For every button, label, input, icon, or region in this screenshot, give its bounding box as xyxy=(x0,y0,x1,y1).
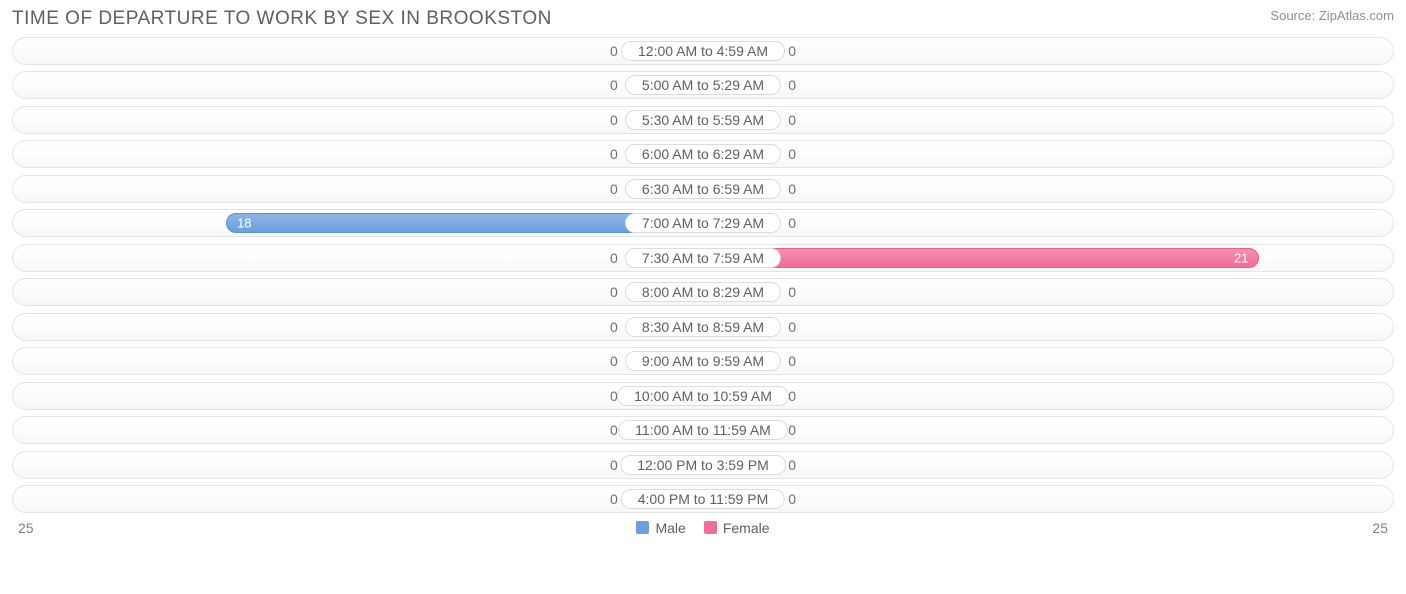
chart-body: 0012:00 AM to 4:59 AM005:00 AM to 5:29 A… xyxy=(12,37,1394,514)
category-label: 6:30 AM to 6:59 AM xyxy=(625,179,781,199)
chart-row: 0010:00 AM to 10:59 AM xyxy=(12,382,1394,410)
category-label: 9:00 AM to 9:59 AM xyxy=(625,351,781,371)
category-label: 7:00 AM to 7:29 AM xyxy=(625,213,781,233)
legend-swatch-male xyxy=(636,521,649,534)
female-value: 0 xyxy=(788,457,796,473)
female-value: 0 xyxy=(788,491,796,507)
legend-label-female: Female xyxy=(723,520,770,536)
chart-row: 0 0 9:00 AM to 9:59 AM xyxy=(12,347,1394,375)
category-label: 5:30 AM to 5:59 AM xyxy=(625,110,781,130)
chart-row: 0 011:00 AM to 11:59 AM xyxy=(12,416,1394,444)
chart-row: 0 0 8:00 AM to 8:29 AM xyxy=(12,278,1394,306)
scale-left: 25 xyxy=(18,520,34,536)
female-value: 21 xyxy=(1224,250,1258,265)
male-value: 0 xyxy=(610,284,618,300)
category-label: 6:00 AM to 6:29 AM xyxy=(625,144,781,164)
female-value: 0 xyxy=(788,353,796,369)
male-value: 0 xyxy=(610,422,618,438)
legend-item-male: Male xyxy=(636,520,685,536)
chart-row: 18 0 7:00 AM to 7:29 AM xyxy=(12,209,1394,237)
source-name: ZipAtlas.com xyxy=(1319,8,1394,23)
category-label: 11:00 AM to 11:59 AM xyxy=(618,420,788,440)
male-value: 0 xyxy=(610,491,618,507)
chart-row: 0 012:00 PM to 3:59 PM xyxy=(12,451,1394,479)
category-label: 8:00 AM to 8:29 AM xyxy=(625,282,781,302)
female-value: 0 xyxy=(788,77,796,93)
male-value: 0 xyxy=(610,353,618,369)
chart-title: TIME OF DEPARTURE TO WORK BY SEX IN BROO… xyxy=(12,8,552,30)
category-label: 4:00 PM to 11:59 PM xyxy=(621,489,785,509)
female-value: 0 xyxy=(788,112,796,128)
chart-row: 0 0 5:00 AM to 5:29 AM xyxy=(12,71,1394,99)
male-value: 0 xyxy=(610,146,618,162)
legend-item-female: Female xyxy=(704,520,770,536)
female-value: 0 xyxy=(788,146,796,162)
legend-swatch-female xyxy=(704,521,717,534)
female-value: 0 xyxy=(788,388,796,404)
category-label: 10:00 AM to 10:59 AM xyxy=(617,386,789,406)
chart-container: TIME OF DEPARTURE TO WORK BY SEX IN BROO… xyxy=(0,0,1406,594)
male-value: 0 xyxy=(610,319,618,335)
chart-row: 0 0 6:30 AM to 6:59 AM xyxy=(12,175,1394,203)
category-label: 12:00 AM to 4:59 AM xyxy=(621,41,785,61)
legend-label-male: Male xyxy=(655,520,685,536)
male-value: 0 xyxy=(610,250,618,266)
female-value: 0 xyxy=(788,215,796,231)
chart-source: Source: ZipAtlas.com xyxy=(1270,8,1394,23)
male-value: 0 xyxy=(610,457,618,473)
male-value: 0 xyxy=(610,43,618,59)
female-value: 0 xyxy=(788,181,796,197)
chart-row: 21 0 7:30 AM to 7:59 AM xyxy=(12,244,1394,272)
chart-row: 0 0 8:30 AM to 8:59 AM xyxy=(12,313,1394,341)
category-label: 12:00 PM to 3:59 PM xyxy=(620,455,786,475)
source-prefix: Source: xyxy=(1270,8,1315,23)
scale-right: 25 xyxy=(1372,520,1388,536)
female-bar: 21 xyxy=(703,248,1259,268)
male-value: 18 xyxy=(227,216,261,231)
chart-footer: 25 Male Female 25 xyxy=(12,520,1394,536)
chart-row: 0 012:00 AM to 4:59 AM xyxy=(12,37,1394,65)
category-label: 7:30 AM to 7:59 AM xyxy=(625,248,781,268)
male-value: 0 xyxy=(610,112,618,128)
male-value: 0 xyxy=(610,77,618,93)
category-label: 5:00 AM to 5:29 AM xyxy=(625,75,781,95)
female-value: 0 xyxy=(788,284,796,300)
chart-header: TIME OF DEPARTURE TO WORK BY SEX IN BROO… xyxy=(12,8,1394,30)
chart-row: 0 0 5:30 AM to 5:59 AM xyxy=(12,106,1394,134)
category-label: 8:30 AM to 8:59 AM xyxy=(625,317,781,337)
female-value: 0 xyxy=(788,422,796,438)
male-value: 0 xyxy=(610,181,618,197)
female-value: 0 xyxy=(788,43,796,59)
legend: Male Female xyxy=(636,520,769,536)
female-value: 0 xyxy=(788,319,796,335)
chart-row: 0 04:00 PM to 11:59 PM xyxy=(12,485,1394,513)
chart-row: 0 0 6:00 AM to 6:29 AM xyxy=(12,140,1394,168)
